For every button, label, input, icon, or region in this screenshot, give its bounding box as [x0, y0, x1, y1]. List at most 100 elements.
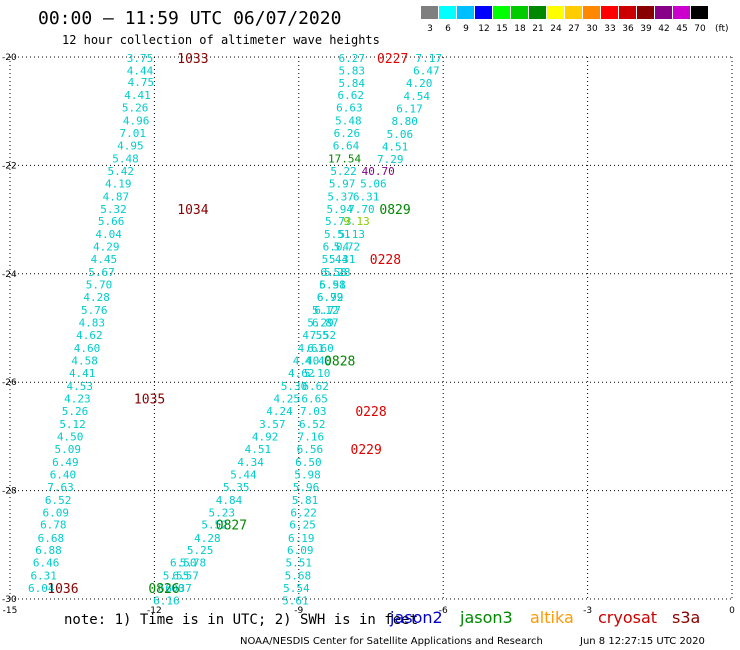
- color-swatch: [619, 6, 636, 19]
- swh-value: 4.84: [216, 494, 243, 507]
- swh-value: 4.62: [76, 329, 103, 342]
- satellite-jason2: jason2: [390, 608, 443, 627]
- color-swatch-label: 24: [550, 24, 562, 34]
- swh-value: 5.61: [282, 595, 309, 608]
- swh-value: 5.25: [187, 544, 214, 557]
- swh-value: 6.47: [413, 65, 440, 78]
- swh-value: 4.55: [302, 329, 329, 342]
- swh-value: 6.27: [338, 52, 365, 65]
- satellite-cryosat: cryosat: [598, 608, 658, 627]
- swh-value: 6.22: [290, 506, 317, 519]
- swh-value: 6.09: [287, 544, 314, 557]
- swh-value: 6.88: [35, 544, 62, 557]
- swh-value: 4.28: [83, 291, 110, 304]
- timestamp-text: Jun 8 12:27:15 UTC 2020: [580, 636, 705, 647]
- color-swatch-label: 45: [676, 24, 688, 34]
- color-swatch: [547, 6, 564, 19]
- swh-value: 5.31: [329, 253, 356, 266]
- swh-value: 5.72: [334, 241, 361, 254]
- swh-value: 6.52: [45, 494, 72, 507]
- swh-value: 4.92: [252, 430, 279, 443]
- swh-value: 5.35: [223, 481, 250, 494]
- satellite-altika: altika: [530, 608, 574, 627]
- y-tick-label: -20: [2, 53, 17, 63]
- swh-value: 5.48: [112, 152, 139, 165]
- swh-value: 6.16: [153, 595, 180, 608]
- swh-value: 6.31: [30, 570, 57, 583]
- swh-value: 5.06: [387, 128, 414, 141]
- swh-value: 6.50: [170, 557, 197, 570]
- swh-value: 4.60: [74, 342, 101, 355]
- swh-value: 4.50: [57, 430, 84, 443]
- swh-value: 6.68: [38, 532, 65, 545]
- color-swatch-label: 33: [604, 24, 616, 34]
- swh-value: 4.34: [237, 456, 264, 469]
- swh-value: 5.84: [338, 77, 365, 90]
- swh-value: 5.30: [281, 380, 308, 393]
- color-swatch: [421, 6, 438, 19]
- swh-value: 5.06: [360, 177, 387, 190]
- swh-value: 5.26: [62, 405, 89, 418]
- swh-value: 8.80: [391, 115, 418, 128]
- swh-value: 5.54: [283, 582, 310, 595]
- x-tick-label: -9: [294, 606, 303, 616]
- swh-value: 5.13: [338, 228, 365, 241]
- color-swatch: [691, 6, 708, 19]
- swh-value: 4.83: [79, 317, 106, 330]
- swh-value: 4.44: [127, 65, 154, 78]
- swh-value: 5.44: [322, 253, 349, 266]
- swh-value: 6.62: [302, 380, 329, 393]
- chart-subtitle: 12 hour collection of altimeter wave hei…: [62, 33, 380, 47]
- swh-value: 4.87: [103, 190, 130, 203]
- color-swatch-label: 70: [694, 24, 706, 34]
- swh-value: 5.66: [98, 215, 125, 228]
- swh-value: 4.95: [117, 139, 144, 152]
- swh-value: 5.44: [230, 468, 257, 481]
- swh-value: 5.52: [201, 519, 228, 532]
- swh-value: 6.60: [307, 342, 334, 355]
- swh-value: 6.04: [28, 582, 55, 595]
- swh-value: 7.17: [416, 52, 443, 65]
- swh-value: 6.92: [317, 291, 344, 304]
- swh-value: 6.64: [333, 139, 360, 152]
- swh-value: 6.87: [312, 317, 339, 330]
- swh-value: 5.09: [55, 443, 82, 456]
- swh-value: 3.57: [259, 418, 286, 431]
- swh-value: 5.48: [335, 114, 362, 127]
- x-tick-label: 0: [729, 606, 735, 616]
- color-swatch: [511, 6, 528, 19]
- swh-value: 5.76: [81, 304, 108, 317]
- swh-value: 4.23: [64, 392, 91, 405]
- swh-value: 4.62: [288, 367, 315, 380]
- swh-value: 5.94: [326, 203, 353, 216]
- swh-value: 6.79: [317, 291, 344, 304]
- swh-value: 4.51: [382, 140, 409, 153]
- swh-value: 6.65: [301, 392, 328, 405]
- swh-value: 7.52: [310, 329, 337, 342]
- swh-value: 5.70: [86, 279, 113, 292]
- color-swatch: [637, 6, 654, 19]
- time-label: 1034: [177, 203, 208, 218]
- swh-value: 4.51: [245, 443, 272, 456]
- swh-value: 7.70: [348, 203, 375, 216]
- swh-value: 4.53: [67, 380, 94, 393]
- swh-value: 4.40: [305, 355, 332, 368]
- swh-value: 6.50: [295, 456, 322, 469]
- swh-value: 6.31: [353, 190, 380, 203]
- swh-value: 5.12: [312, 304, 339, 317]
- swh-value: 6.26: [334, 127, 361, 140]
- swh-value: 4.29: [93, 241, 120, 254]
- color-swatch-label: 3: [427, 24, 433, 34]
- swh-value: 4.40: [293, 355, 320, 368]
- y-tick-label: -24: [2, 270, 17, 280]
- swh-value: 5.29: [307, 317, 334, 330]
- swh-value: 5.81: [292, 494, 319, 507]
- swh-value: 6.04: [323, 241, 350, 254]
- swh-value: 5.83: [338, 65, 365, 78]
- swh-value: 4.58: [71, 355, 98, 368]
- swh-value: 4.25: [274, 392, 301, 405]
- swh-value: 6.62: [338, 89, 365, 102]
- swh-value: 5.37: [327, 190, 354, 203]
- swh-value: 5.42: [107, 165, 134, 178]
